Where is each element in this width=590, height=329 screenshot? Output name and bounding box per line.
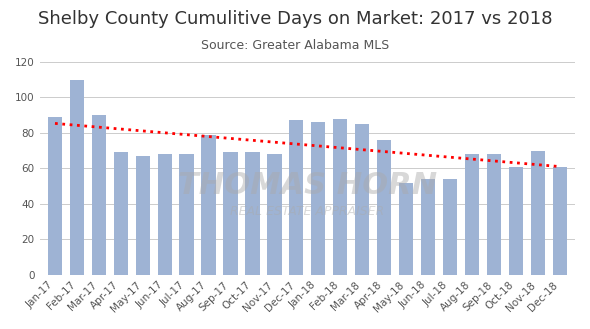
Bar [530, 151, 545, 275]
Text: Shelby County Cumulitive Days on Market: 2017 vs 2018: Shelby County Cumulitive Days on Market:… [38, 10, 552, 28]
Text: REAL ESTATE APPRAISER: REAL ESTATE APPRAISER [230, 205, 384, 217]
Bar [333, 119, 348, 275]
Text: Source: Greater Alabama MLS: Source: Greater Alabama MLS [201, 39, 389, 53]
Bar [245, 152, 260, 275]
Bar [552, 166, 567, 275]
Bar [267, 154, 281, 275]
Bar [179, 154, 194, 275]
Bar [399, 183, 413, 275]
Bar [421, 179, 435, 275]
Bar [91, 115, 106, 275]
Bar [201, 135, 216, 275]
Text: THOMAS HORN: THOMAS HORN [178, 171, 437, 200]
Bar [136, 156, 150, 275]
Bar [377, 140, 391, 275]
Bar [48, 117, 62, 275]
Bar [311, 122, 326, 275]
Bar [465, 154, 479, 275]
Bar [158, 154, 172, 275]
Bar [443, 179, 457, 275]
Bar [487, 154, 501, 275]
Bar [355, 124, 369, 275]
Bar [70, 80, 84, 275]
Bar [114, 152, 128, 275]
Bar [224, 152, 238, 275]
Bar [289, 120, 303, 275]
Bar [509, 166, 523, 275]
